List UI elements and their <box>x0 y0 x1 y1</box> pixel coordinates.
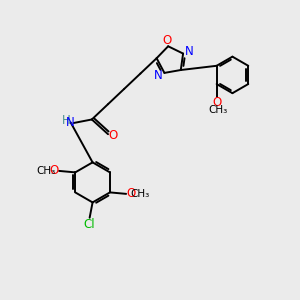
Text: N: N <box>185 45 194 58</box>
Text: O: O <box>109 129 118 142</box>
Text: O: O <box>49 164 58 177</box>
Text: O: O <box>127 187 136 200</box>
Text: O: O <box>212 96 221 109</box>
Text: O: O <box>162 34 172 47</box>
Text: CH₃: CH₃ <box>130 189 150 199</box>
Text: CH₃: CH₃ <box>36 166 56 176</box>
Text: H: H <box>61 114 70 127</box>
Text: Cl: Cl <box>83 218 94 231</box>
Text: N: N <box>154 69 162 82</box>
Text: N: N <box>66 116 75 129</box>
Text: CH₃: CH₃ <box>208 105 228 115</box>
